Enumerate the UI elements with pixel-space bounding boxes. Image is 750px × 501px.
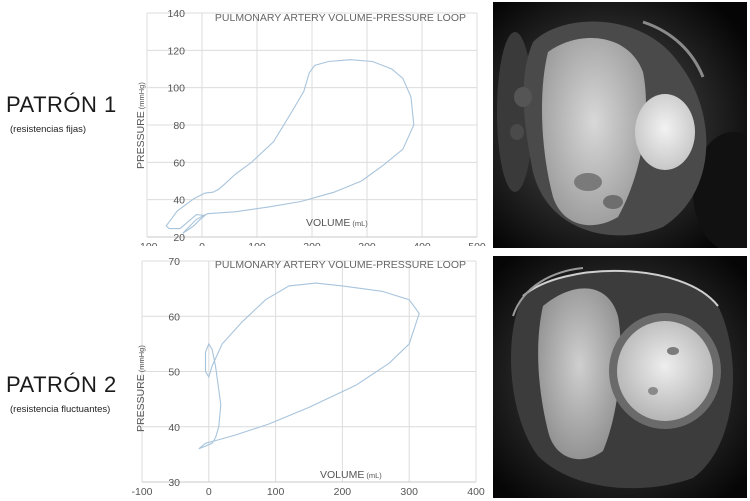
- chart-2-x-label: VOLUME (mL): [320, 469, 382, 481]
- y-tick-label: 20: [173, 232, 185, 244]
- y-tick-label: 60: [168, 311, 180, 323]
- pattern-2-title: PATRÓN 2: [6, 372, 117, 397]
- x-tick-label: 200: [303, 241, 321, 246]
- chart-1: PULMONARY ARTERY VOLUME-PRESSURE LOOP VO…: [135, 8, 486, 253]
- y-tick-label: 60: [173, 157, 185, 169]
- chart-1-panel: PULMONARY ARTERY VOLUME-PRESSURE LOOP VO…: [120, 4, 490, 253]
- chart-1-y-label: PRESSURE(mmHg): [135, 82, 147, 169]
- mri-image-2-drawing: [493, 256, 747, 498]
- x-tick-label: 400: [413, 241, 431, 246]
- y-tick-label: 70: [168, 256, 180, 268]
- pattern-2-subtitle: (resistencia fluctuantes): [10, 404, 111, 415]
- y-tick-label: 40: [168, 422, 180, 434]
- pattern-1-title: PATRÓN 1: [6, 92, 117, 117]
- x-tick-label: 300: [400, 486, 418, 496]
- y-tick-label: 100: [167, 83, 185, 95]
- chart-2: PULMONARY ARTERY VOLUME-PRESSURE LOOP VO…: [131, 256, 485, 498]
- mri-image-2: [493, 256, 747, 498]
- chart-2-panel: PULMONARY ARTERY VOLUME-PRESSURE LOOP VO…: [120, 254, 490, 498]
- x-tick-label: -100: [136, 241, 157, 246]
- series-line: [165, 59, 415, 234]
- x-tick-label: 100: [248, 241, 266, 246]
- y-tick-label: 30: [168, 477, 180, 489]
- mri-image-1: [493, 2, 747, 248]
- x-tick-label: -100: [131, 486, 152, 496]
- mri-image-1-drawing: [493, 2, 747, 248]
- pattern-1-subtitle: (resistencias fijas): [10, 124, 87, 135]
- chart-2-title: PULMONARY ARTERY VOLUME-PRESSURE LOOP: [215, 259, 466, 271]
- x-tick-label: 200: [334, 486, 352, 496]
- x-tick-label: 0: [206, 486, 212, 496]
- y-tick-label: 50: [168, 367, 180, 379]
- x-tick-label: 400: [467, 486, 485, 496]
- series-line: [198, 282, 420, 450]
- y-tick-label: 120: [167, 45, 185, 57]
- chart-1-title: PULMONARY ARTERY VOLUME-PRESSURE LOOP: [215, 12, 466, 24]
- chart-2-y-label: PRESSURE(mmHg): [135, 345, 147, 432]
- y-tick-label: 140: [167, 8, 185, 20]
- x-tick-label: 300: [358, 241, 376, 246]
- y-tick-label: 80: [173, 120, 185, 132]
- x-tick-label: 500: [468, 241, 486, 246]
- chart-1-x-label: VOLUME (mL): [306, 217, 368, 229]
- x-tick-label: 0: [199, 241, 205, 246]
- y-tick-label: 40: [173, 195, 185, 207]
- x-tick-label: 100: [267, 486, 285, 496]
- pattern-2-label: PATRÓN 2 (resistencia fluctuantes): [6, 372, 117, 415]
- pattern-1-label: PATRÓN 1 (resistencias fijas): [6, 92, 117, 135]
